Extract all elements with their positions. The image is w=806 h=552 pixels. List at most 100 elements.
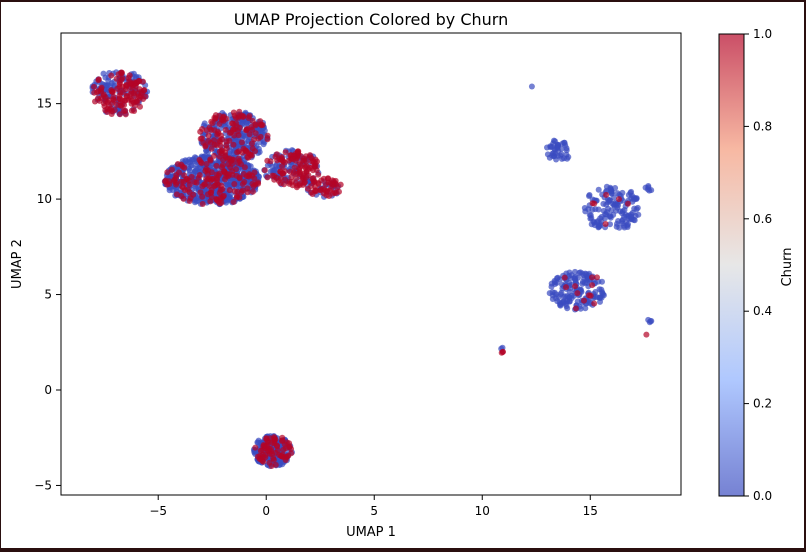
point-churned (230, 109, 237, 116)
point-churned (203, 161, 210, 167)
colorbar (718, 33, 745, 497)
point-retained (551, 277, 558, 284)
point-churned (563, 284, 569, 291)
point-churned (248, 152, 255, 159)
point-churned (254, 453, 261, 460)
point-churned (252, 444, 259, 451)
point-churned (311, 178, 318, 185)
point-churned (602, 221, 609, 227)
chart-title: UMAP Projection Colored by Churn (234, 10, 509, 29)
point-churned (207, 139, 214, 146)
point-churned (181, 164, 188, 171)
point-churned (329, 177, 336, 184)
point-retained (610, 211, 617, 218)
point-retained (558, 145, 565, 152)
point-churned (257, 133, 264, 140)
point-churned (303, 174, 310, 181)
point-churned (173, 172, 180, 179)
point-churned (594, 274, 600, 281)
point-churned (116, 96, 123, 103)
point-retained (567, 275, 574, 282)
point-churned (591, 300, 598, 307)
point-churned (257, 447, 264, 454)
point-churned (205, 132, 212, 139)
point-churned (132, 83, 139, 89)
point-retained (621, 207, 628, 213)
point-churned (215, 172, 222, 179)
point-churned (233, 166, 239, 173)
point-churned (243, 148, 250, 155)
point-churned (164, 169, 171, 176)
point-churned (186, 181, 193, 188)
point-churned (133, 98, 140, 105)
point-retained (607, 221, 613, 228)
point-churned (168, 166, 175, 173)
point-churned (249, 188, 256, 195)
point-churned (131, 102, 138, 109)
point-churned (211, 152, 218, 159)
point-churned (572, 283, 579, 290)
point-churned (213, 162, 220, 169)
point-retained (595, 186, 602, 193)
point-retained (597, 294, 604, 301)
point-churned (199, 201, 206, 207)
point-churned (91, 89, 98, 96)
point-churned (95, 77, 102, 84)
point-churned (92, 98, 98, 105)
point-churned (307, 152, 313, 159)
point-churned (286, 440, 293, 447)
point-churned (239, 187, 246, 194)
point-churned (232, 114, 239, 121)
point-churned (250, 183, 257, 190)
point-churned (312, 156, 319, 163)
point-churned (264, 132, 271, 139)
point-churned (312, 187, 319, 194)
point-churned (246, 131, 253, 138)
point-retained (561, 139, 568, 146)
point-churned (296, 170, 303, 177)
point-churned (213, 142, 220, 149)
point-churned (173, 191, 180, 198)
point-churned (296, 180, 303, 187)
point-churned (264, 174, 271, 181)
point-churned (285, 452, 292, 459)
point-churned (227, 164, 234, 171)
point-retained (595, 223, 602, 230)
point-churned (128, 90, 134, 97)
colorbar-tick-label: 0.6 (753, 212, 772, 226)
point-churned (123, 83, 130, 90)
point-retained (631, 217, 638, 224)
point-churned (282, 445, 289, 451)
point-retained (563, 147, 570, 154)
point-churned (108, 72, 115, 79)
point-churned (223, 138, 230, 145)
point-churned (233, 194, 240, 201)
point-churned (212, 182, 219, 189)
point-churned (268, 463, 275, 469)
colorbar-ticks: 0.0 0.2 0.4 0.6 0.8 1.0 (744, 27, 772, 503)
point-churned (91, 83, 97, 90)
point-retained (628, 188, 635, 195)
point-churned (131, 108, 138, 114)
point-churned (225, 171, 232, 178)
point-churned (223, 115, 230, 122)
point-churned (332, 190, 339, 196)
point-retained (592, 206, 599, 213)
point-churned (113, 75, 120, 82)
point-churned (244, 185, 251, 192)
point-churned (233, 120, 239, 127)
point-churned (272, 153, 279, 160)
point-churned (255, 179, 261, 186)
point-churned (141, 87, 148, 94)
point-churned (603, 191, 610, 198)
point-churned (288, 174, 295, 181)
point-churned (279, 438, 285, 444)
point-churned (572, 305, 579, 312)
scatter-points (89, 69, 655, 470)
point-churned (274, 442, 280, 449)
y-axis-label: UMAP 2 (10, 239, 25, 289)
point-churned (109, 88, 116, 95)
point-churned (293, 175, 300, 182)
point-churned (589, 274, 595, 281)
